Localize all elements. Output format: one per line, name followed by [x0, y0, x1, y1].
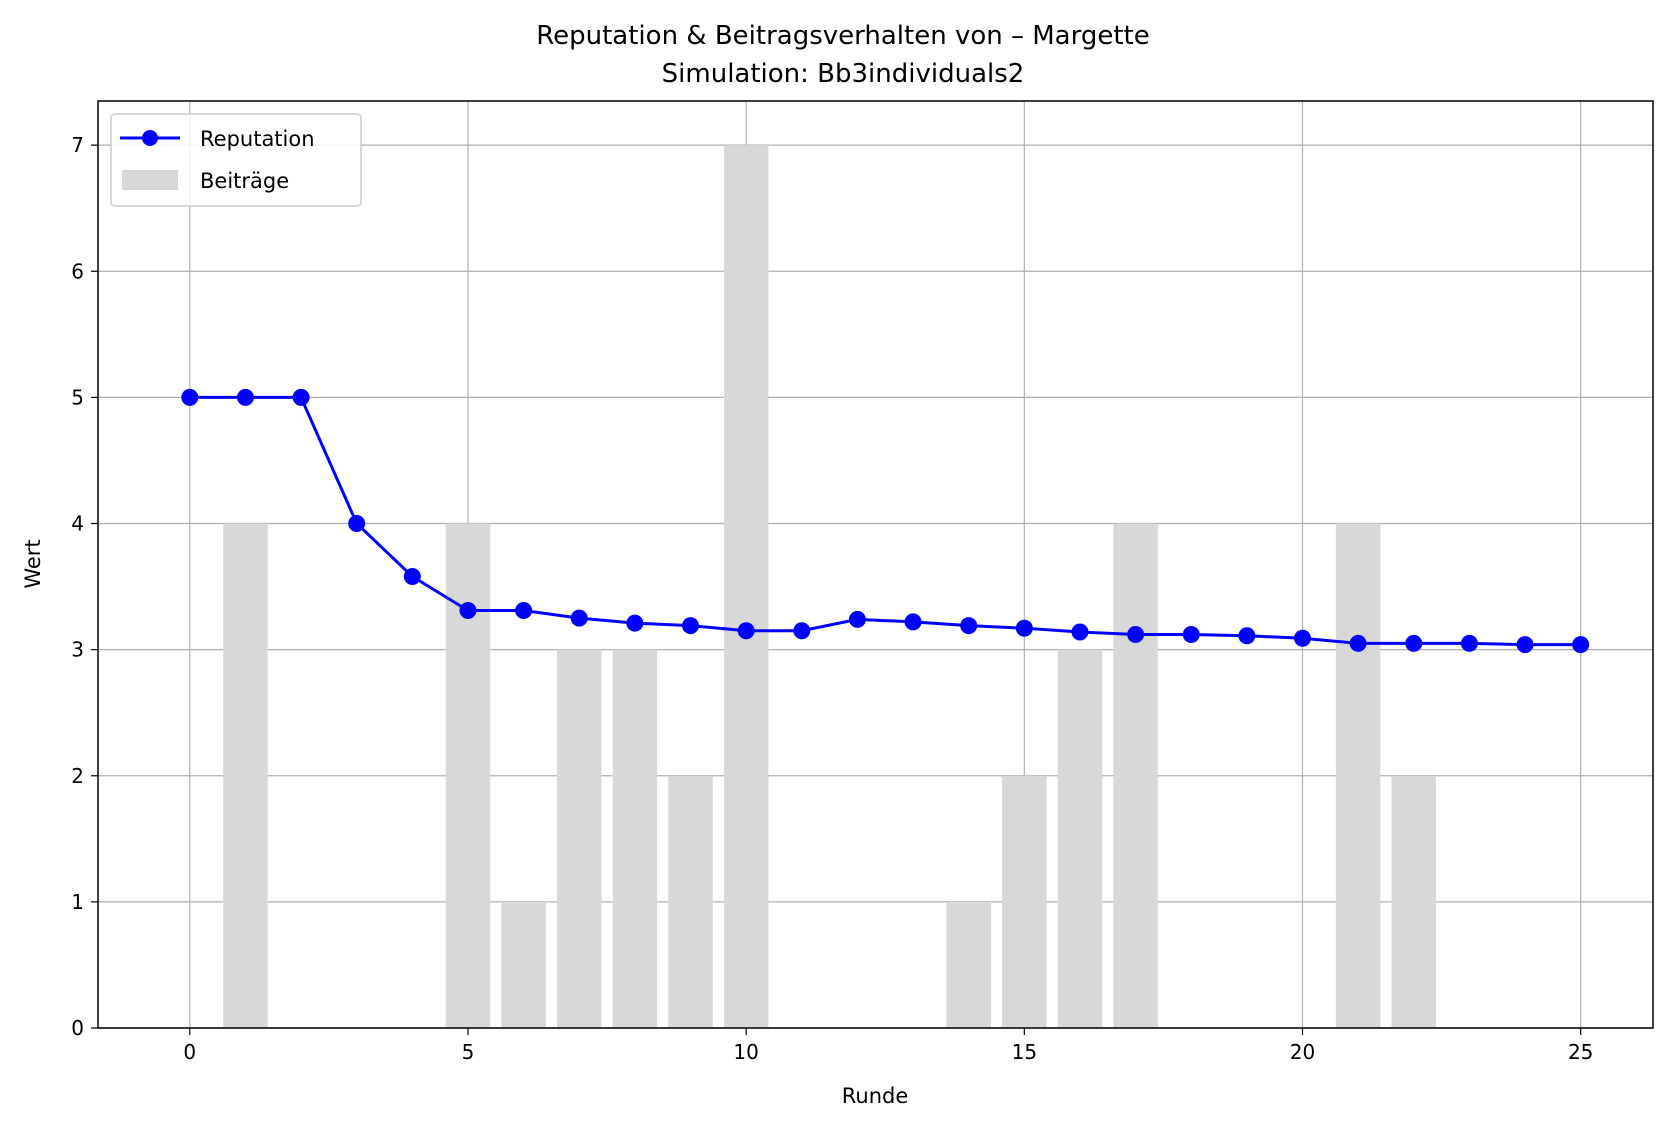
bar-beitraege-6	[501, 901, 546, 1028]
bar-series-beitraege	[223, 145, 1437, 1029]
reputation-point-9	[682, 617, 700, 635]
y-tick-label-1: 1	[71, 890, 84, 914]
reputation-line	[189, 395, 1581, 647]
y-tick-label-4: 4	[71, 512, 84, 536]
legend: Reputation Beiträge	[110, 113, 362, 207]
legend-marker-swatch	[142, 130, 158, 146]
reputation-point-2	[292, 388, 310, 406]
x-tick-label-10: 10	[733, 1040, 758, 1064]
y-tick-label-5: 5	[71, 385, 84, 409]
reputation-point-19	[1238, 627, 1256, 645]
reputation-point-13	[904, 613, 922, 631]
reputation-point-25	[1572, 636, 1590, 654]
reputation-point-21	[1349, 634, 1367, 652]
legend-label-beitraege: Beiträge	[200, 169, 289, 193]
bar-beitraege-14	[946, 901, 991, 1028]
y-tick-label-3: 3	[71, 638, 84, 662]
reputation-point-10	[737, 622, 755, 640]
reputation-point-17	[1127, 625, 1145, 643]
reputation-point-7	[570, 609, 588, 627]
y-tick-label-0: 0	[71, 1016, 84, 1040]
line-series-reputation	[181, 388, 1590, 654]
y-tick-label-2: 2	[71, 764, 84, 788]
reputation-point-14	[960, 617, 978, 635]
reputation-point-12	[848, 610, 866, 628]
reputation-point-0	[181, 388, 199, 406]
legend-bar-swatch	[122, 170, 178, 190]
x-tick-label-15: 15	[1012, 1040, 1037, 1064]
bar-beitraege-1	[223, 523, 268, 1028]
reputation-point-15	[1015, 619, 1033, 637]
y-tick-label-6: 6	[71, 259, 84, 283]
bar-beitraege-17	[1113, 523, 1158, 1028]
chart-title: Reputation & Beitragsverhalten von – Mar…	[536, 21, 1150, 51]
reputation-point-3	[348, 515, 366, 533]
reputation-point-23	[1460, 634, 1478, 652]
x-axis-label: Runde	[842, 1084, 909, 1108]
bar-beitraege-16	[1057, 649, 1103, 1028]
reputation-point-22	[1405, 634, 1423, 652]
reputation-point-4	[403, 567, 421, 585]
chart-subtitle: Simulation: Bb3individuals2	[662, 59, 1025, 89]
x-tick-label-20: 20	[1290, 1040, 1315, 1064]
bar-beitraege-21	[1335, 523, 1381, 1028]
reputation-point-16	[1071, 623, 1089, 641]
reputation-point-24	[1516, 636, 1534, 654]
legend-label-reputation: Reputation	[200, 127, 315, 151]
y-axis-label: Wert	[21, 539, 45, 588]
reputation-point-5	[459, 602, 477, 620]
reputation-point-18	[1182, 625, 1200, 643]
x-tick-label-0: 0	[183, 1040, 196, 1064]
y-tick-label-7: 7	[71, 133, 84, 157]
reputation-point-20	[1293, 629, 1311, 647]
reputation-point-11	[793, 622, 811, 640]
x-tick-label-5: 5	[462, 1040, 475, 1064]
x-tick-label-25: 25	[1568, 1040, 1593, 1064]
plot-frame	[97, 100, 1654, 1029]
bar-beitraege-7	[556, 649, 602, 1028]
reputation-point-6	[515, 602, 533, 620]
reputation-point-1	[236, 388, 254, 406]
bar-beitraege-5	[445, 523, 491, 1028]
bar-beitraege-9	[668, 775, 713, 1028]
bar-beitraege-10	[723, 145, 769, 1029]
bar-beitraege-22	[1391, 775, 1437, 1028]
axis-ticks: 0 5 10 15 20 25 0 1 2 3 4 5 6 7	[71, 133, 1593, 1064]
bar-beitraege-15	[1002, 775, 1047, 1028]
reputation-point-8	[626, 614, 644, 632]
bar-beitraege-8	[612, 649, 658, 1028]
